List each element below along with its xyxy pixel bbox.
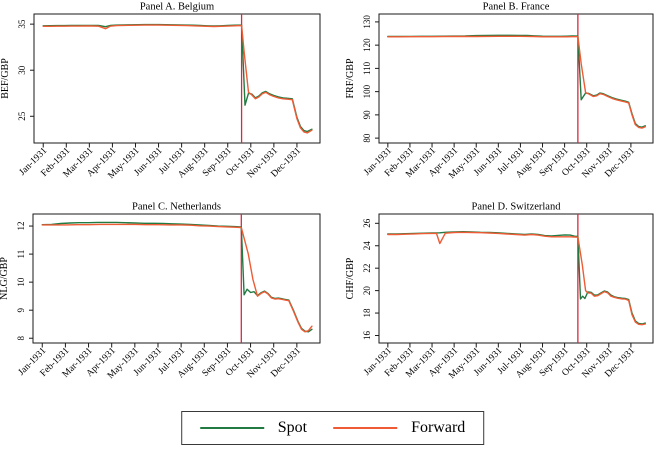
panel-netherlands-chart: Panel C. Netherlands89101112Jan-1931Feb-…: [0, 202, 321, 381]
plot-box: [32, 213, 321, 344]
legend-item-spot: Spot: [199, 419, 308, 436]
spot-series-line: [42, 23, 313, 133]
y-tick-label: 8: [16, 335, 26, 340]
y-tick-label: 12: [16, 222, 26, 231]
y-tick-label: 24: [362, 241, 372, 251]
forward-series-line: [387, 231, 646, 326]
spot-series-line: [41, 221, 313, 333]
plot-box: [33, 13, 321, 144]
y-tick-label: 80: [362, 133, 372, 143]
y-axis-label: CHF/GBP: [345, 257, 356, 299]
y-tick-label: 22: [362, 264, 372, 273]
plot-box: [378, 13, 654, 144]
y-tick-label: 90: [362, 110, 372, 120]
forward-line-swatch: [333, 427, 398, 429]
y-tick-label: 11: [16, 250, 26, 259]
spot-line-swatch: [199, 427, 264, 429]
y-tick-label: 100: [362, 84, 372, 98]
spot-series-line: [387, 231, 646, 325]
forward-series-line: [387, 35, 646, 129]
plot-box: [378, 213, 654, 344]
y-tick-label: 16: [362, 330, 372, 340]
y-tick-label: 20: [362, 286, 372, 296]
legend: Spot Forward: [180, 411, 485, 445]
panel-switzerland-chart: Panel D. Switzerland161820222426Jan-1931…: [345, 202, 654, 381]
y-axis-label: NLG/GBP: [0, 257, 10, 300]
y-tick-label: 110: [362, 61, 372, 75]
legend-label-spot: Spot: [277, 419, 308, 436]
spot-series-line: [387, 34, 646, 128]
y-tick-label: 26: [362, 218, 372, 228]
panel-france-chart: Panel B. France8090100110120130Jan-1931F…: [345, 2, 654, 181]
y-tick-label: 130: [362, 15, 372, 29]
legend-item-forward: Forward: [333, 420, 465, 436]
y-tick-label: 25: [17, 111, 27, 121]
y-axis-label: FRF/GBP: [345, 58, 356, 98]
y-tick-label: 18: [362, 308, 372, 318]
legend-label-forward: Forward: [411, 419, 466, 436]
y-tick-label: 120: [362, 38, 372, 52]
y-tick-label: 30: [17, 65, 27, 75]
y-tick-label: 9: [16, 307, 26, 312]
forward-series-line: [41, 223, 313, 333]
panel-title: Panel A. Belgium: [140, 2, 214, 13]
panel-title: Panel B. France: [483, 2, 550, 13]
y-tick-label: 10: [16, 277, 26, 287]
forward-series-line: [42, 24, 313, 134]
panel-title: Panel C. Netherlands: [132, 202, 221, 213]
y-tick-label: 35: [17, 19, 27, 29]
y-axis-label: BEF/GBP: [0, 58, 11, 99]
panel-title: Panel D. Switzerland: [472, 202, 562, 213]
panel-belgium-chart: Panel A. Belgium253035Jan-1931Feb-1931Ma…: [0, 2, 321, 181]
